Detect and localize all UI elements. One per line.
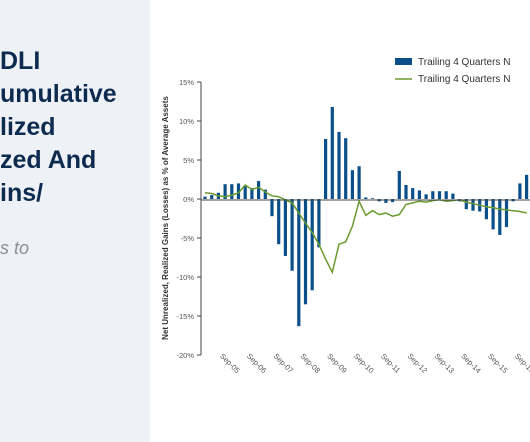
bar-mark: [491, 199, 495, 230]
bar-mark: [324, 138, 328, 199]
bar-mark: [243, 185, 247, 199]
x-tick-label: Sep-08: [299, 351, 322, 374]
bar-mark: [437, 191, 442, 199]
bar-mark: [263, 189, 267, 199]
bar-mark: [270, 199, 274, 217]
y-tick-label: 5%: [183, 156, 194, 165]
bar-mark: [484, 199, 488, 220]
bar-mark: [344, 138, 348, 199]
bar-mark: [431, 191, 435, 199]
x-axis-ticks: Sep-05 Sep-06 Sep-07 Sep-08 Sep-09 Sep-10 Sep-…: [218, 351, 530, 374]
bar-mark: [471, 199, 475, 211]
bar-mark: [518, 183, 522, 199]
x-tick-label: Sep-13: [433, 351, 456, 374]
bar-mark: [350, 170, 354, 199]
x-tick-label: Sep-10: [352, 351, 375, 374]
line-series: [204, 184, 527, 275]
bar-mark: [411, 188, 415, 199]
bar-mark: [444, 191, 448, 199]
bar-mark: [417, 190, 421, 199]
y-tick-label: -5%: [181, 234, 195, 243]
y-tick-label: -10%: [176, 273, 194, 282]
y-axis-label: Net Unrealized, Realized Gains (Losses) …: [161, 96, 170, 340]
bar-mark: [464, 199, 468, 210]
bar-mark: [451, 193, 455, 199]
x-tick-label: Sep-12: [406, 351, 429, 374]
bar-mark: [250, 188, 254, 199]
x-tick-label: Sep-16: [513, 351, 530, 374]
left-title-panel: DLI umulative lized zed And ins/ s to: [0, 0, 150, 442]
bar-mark: [277, 199, 281, 245]
bar-mark: [290, 199, 294, 271]
bar-mark: [404, 184, 408, 199]
x-tick-label: Sep-15: [486, 351, 509, 374]
bar-mark: [384, 199, 388, 203]
bar-mark: [498, 199, 502, 235]
bar-mark: [330, 106, 334, 199]
y-axis-ticks: 15% 10% 5% 0% -5% -10% -15% -20%: [176, 78, 201, 360]
y-tick-label: -15%: [176, 312, 194, 321]
bar-mark: [397, 170, 401, 199]
bar-mark: [257, 181, 261, 199]
bar-mark: [337, 131, 341, 199]
bar-mark: [303, 199, 308, 305]
bar-mark: [223, 184, 227, 199]
gains-chart: Trailing 4 Quarters N Trailing 4 Quarter…: [161, 57, 530, 375]
bar-mark: [203, 196, 207, 199]
bar-mark: [364, 197, 368, 199]
y-tick-label: -20%: [176, 351, 194, 360]
title-line-4: zed And: [0, 146, 97, 174]
bar-series: [203, 106, 529, 327]
bar-mark: [504, 199, 509, 228]
bar-mark: [370, 198, 375, 199]
bar-mark: [210, 195, 214, 199]
x-tick-label: Sep-05: [218, 351, 241, 374]
y-tick-label: 0%: [183, 195, 194, 204]
bar-mark: [230, 184, 234, 199]
bar-mark: [391, 199, 395, 203]
title-line-1: DLI: [0, 47, 41, 75]
chart-legend: Trailing 4 Quarters N Trailing 4 Quarter…: [395, 57, 510, 85]
title-line-2: umulative: [0, 80, 117, 108]
legend-line-label: Trailing 4 Quarters N: [418, 74, 510, 85]
y-tick-label: 10%: [179, 117, 194, 126]
legend-bar-swatch: [395, 58, 412, 65]
bar-mark: [317, 199, 321, 248]
y-tick-label: 15%: [179, 78, 194, 87]
x-tick-label: Sep-09: [325, 351, 348, 374]
bar-mark: [525, 174, 529, 199]
x-tick-label: Sep-11: [379, 352, 402, 375]
line-series-path: [204, 184, 527, 275]
bar-mark: [297, 199, 301, 327]
title-line-5: ins/: [0, 179, 44, 207]
bar-mark: [283, 199, 287, 256]
x-tick-label: Sep-14: [459, 351, 482, 374]
bar-mark: [310, 199, 314, 291]
x-tick-label: Sep-06: [245, 351, 268, 374]
bar-mark: [236, 183, 241, 199]
subtitle-fragment: s to: [0, 238, 30, 258]
bar-mark: [424, 194, 428, 199]
legend-bar-label: Trailing 4 Quarters N: [418, 57, 510, 68]
bar-mark: [357, 166, 361, 199]
title-line-3: lized: [0, 113, 56, 141]
x-tick-label: Sep-07: [272, 351, 295, 374]
